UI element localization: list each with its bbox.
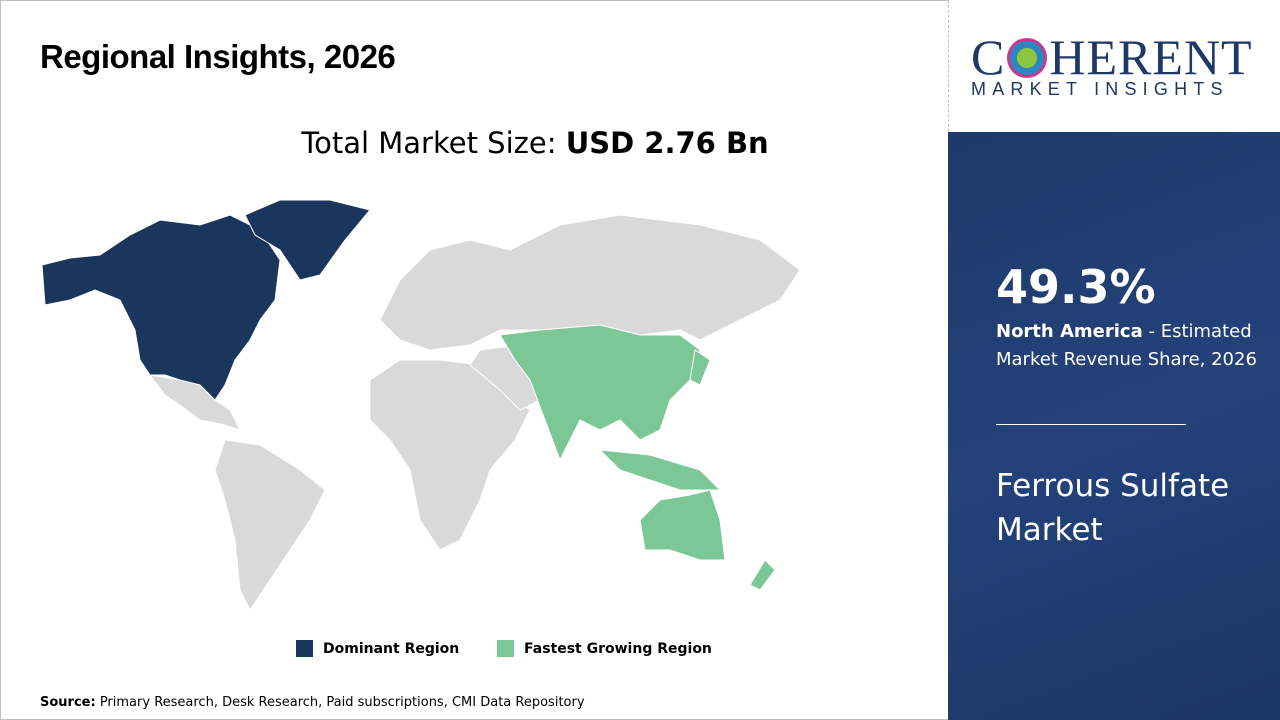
globe-dots-icon — [1007, 38, 1048, 78]
japan — [689, 349, 711, 386]
legend-label: Dominant Region — [323, 640, 460, 657]
region-name: North America — [996, 321, 1143, 342]
fastest-swatch — [497, 640, 514, 657]
fastest-region-asia-pacific — [499, 324, 776, 591]
share-description: North America - Estimated Market Revenue… — [996, 318, 1266, 374]
share-desc-text: - Estimated Market Revenue Share, 2026 — [996, 321, 1257, 370]
logo-subtitle: MARKET INSIGHTS — [971, 79, 1229, 99]
asia — [499, 324, 701, 462]
africa — [369, 359, 531, 551]
coherent-logo: C HERENT MARKET INSIGHTS — [948, 0, 1280, 132]
southeast-asia-islands — [598, 449, 722, 491]
dominant-swatch — [296, 640, 313, 657]
page-title: Regional Insights, 2026 — [40, 38, 396, 75]
south-america — [214, 439, 326, 611]
total-value: USD 2.76 Bn — [565, 126, 769, 160]
legend-dominant: Dominant Region — [296, 640, 459, 657]
europe-russia — [379, 214, 801, 351]
world-map — [41, 199, 801, 611]
legend-fastest: Fastest Growing Region — [497, 640, 712, 657]
total-label: Total Market Size: — [301, 126, 566, 160]
logo-wordmark: C HERENT — [971, 29, 1253, 85]
divider — [996, 424, 1186, 425]
source-note: Source: Primary Research, Desk Research,… — [40, 695, 585, 710]
dominant-region-north-america — [41, 199, 371, 401]
new-zealand — [749, 559, 776, 591]
greenland — [244, 199, 371, 281]
north-america — [41, 214, 281, 401]
source-label: Source: — [40, 695, 96, 710]
legend-label: Fastest Growing Region — [524, 640, 712, 657]
market-name: Ferrous Sulfate Market — [996, 468, 1230, 548]
other-regions — [148, 214, 801, 611]
total-market-size: Total Market Size: USD 2.76 Bn — [0, 126, 1070, 160]
share-value: 49.3% — [996, 260, 1156, 314]
source-text: Primary Research, Desk Research, Paid su… — [95, 695, 585, 710]
insight-panel: 49.3% North America - Estimated Market R… — [948, 132, 1280, 720]
australia — [639, 489, 726, 561]
